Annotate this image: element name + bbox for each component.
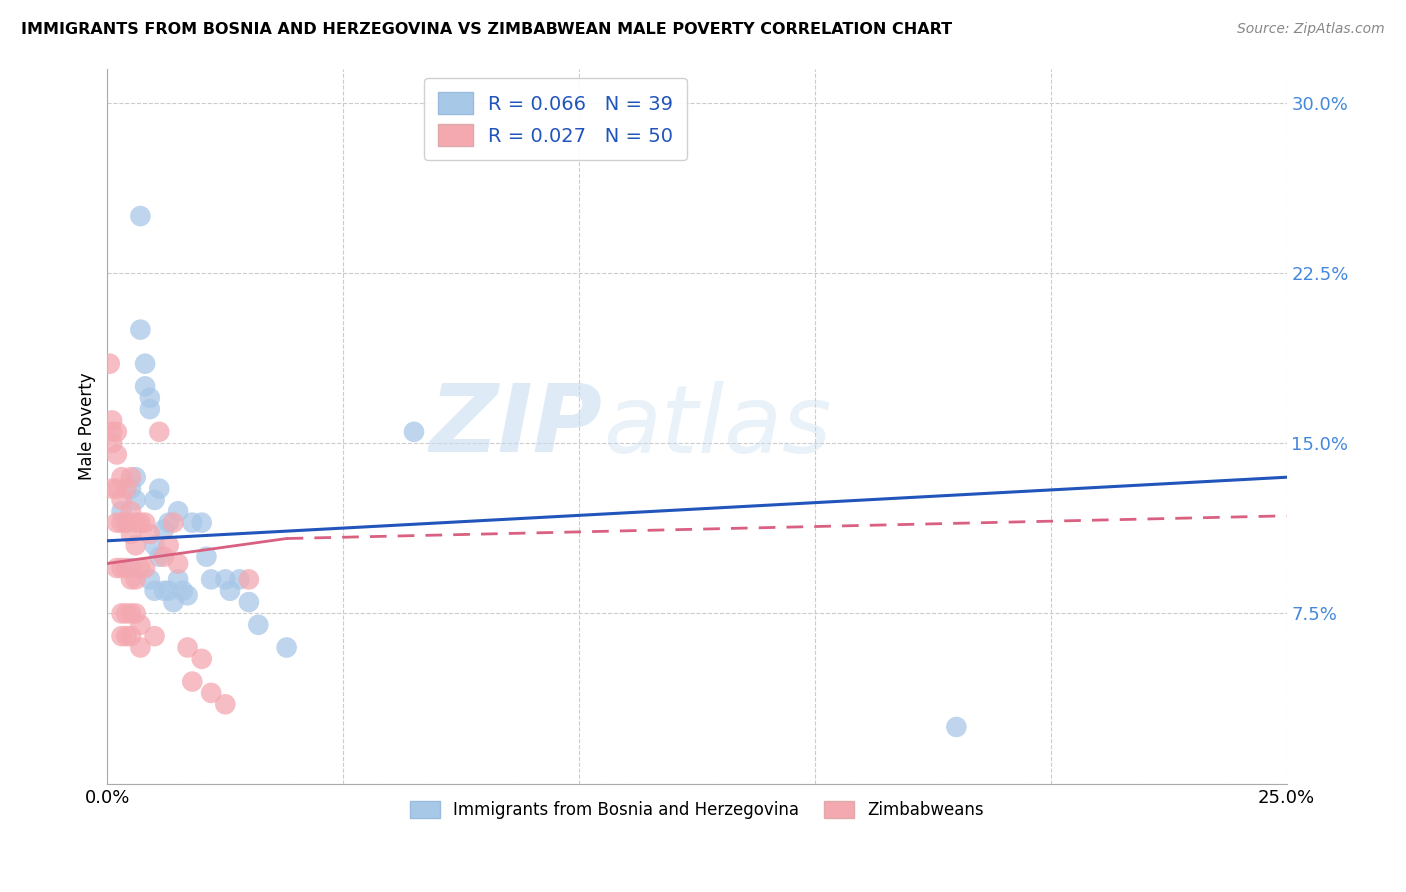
- Point: [115, 516, 138, 530]
- Point: [120, 629, 142, 643]
- Point: [200, 686, 222, 700]
- Point: [139, 527, 162, 541]
- Point: [125, 516, 148, 530]
- Point: [167, 573, 190, 587]
- Text: atlas: atlas: [603, 381, 831, 472]
- Point: [129, 209, 152, 223]
- Y-axis label: Male Poverty: Male Poverty: [79, 372, 96, 480]
- Point: [101, 482, 124, 496]
- Point: [238, 573, 260, 587]
- Point: [110, 629, 132, 643]
- Point: [115, 629, 138, 643]
- Point: [115, 516, 138, 530]
- Point: [139, 402, 162, 417]
- Point: [190, 652, 212, 666]
- Point: [402, 425, 425, 439]
- Point: [148, 425, 170, 439]
- Point: [101, 413, 124, 427]
- Point: [190, 516, 212, 530]
- Point: [139, 391, 162, 405]
- Point: [120, 482, 142, 496]
- Point: [125, 470, 148, 484]
- Point: [157, 583, 180, 598]
- Point: [120, 504, 142, 518]
- Point: [214, 698, 236, 712]
- Text: ZIP: ZIP: [430, 380, 603, 472]
- Point: [134, 561, 156, 575]
- Point: [134, 516, 156, 530]
- Point: [157, 516, 180, 530]
- Point: [110, 516, 132, 530]
- Point: [129, 516, 152, 530]
- Point: [214, 573, 236, 587]
- Point: [115, 607, 138, 621]
- Point: [153, 549, 176, 564]
- Point: [129, 640, 152, 655]
- Point: [228, 573, 250, 587]
- Point: [110, 470, 132, 484]
- Point: [105, 482, 128, 496]
- Point: [120, 607, 142, 621]
- Point: [115, 482, 138, 496]
- Point: [162, 516, 184, 530]
- Point: [120, 573, 142, 587]
- Point: [120, 527, 142, 541]
- Point: [120, 470, 142, 484]
- Point: [153, 523, 176, 537]
- Point: [181, 516, 204, 530]
- Point: [238, 595, 260, 609]
- Text: Source: ZipAtlas.com: Source: ZipAtlas.com: [1237, 22, 1385, 37]
- Point: [101, 436, 124, 450]
- Point: [105, 561, 128, 575]
- Point: [148, 482, 170, 496]
- Point: [110, 492, 132, 507]
- Point: [101, 425, 124, 439]
- Point: [143, 583, 166, 598]
- Point: [115, 561, 138, 575]
- Point: [181, 674, 204, 689]
- Point: [105, 425, 128, 439]
- Point: [945, 720, 967, 734]
- Point: [200, 573, 222, 587]
- Point: [247, 617, 270, 632]
- Point: [120, 561, 142, 575]
- Point: [125, 573, 148, 587]
- Point: [167, 504, 190, 518]
- Point: [125, 538, 148, 552]
- Point: [110, 607, 132, 621]
- Point: [110, 504, 132, 518]
- Point: [276, 640, 298, 655]
- Legend: Immigrants from Bosnia and Herzegovina, Zimbabweans: Immigrants from Bosnia and Herzegovina, …: [404, 794, 991, 825]
- Point: [143, 492, 166, 507]
- Point: [167, 557, 190, 571]
- Point: [129, 323, 152, 337]
- Point: [139, 573, 162, 587]
- Point: [105, 516, 128, 530]
- Point: [176, 588, 198, 602]
- Point: [172, 583, 194, 598]
- Point: [134, 357, 156, 371]
- Point: [129, 561, 152, 575]
- Point: [143, 629, 166, 643]
- Point: [134, 379, 156, 393]
- Point: [157, 538, 180, 552]
- Point: [162, 595, 184, 609]
- Point: [129, 617, 152, 632]
- Point: [125, 607, 148, 621]
- Point: [176, 640, 198, 655]
- Point: [110, 561, 132, 575]
- Point: [143, 538, 166, 552]
- Point: [125, 492, 148, 507]
- Text: IMMIGRANTS FROM BOSNIA AND HERZEGOVINA VS ZIMBABWEAN MALE POVERTY CORRELATION CH: IMMIGRANTS FROM BOSNIA AND HERZEGOVINA V…: [21, 22, 952, 37]
- Point: [98, 357, 121, 371]
- Point: [105, 448, 128, 462]
- Point: [148, 549, 170, 564]
- Point: [219, 583, 242, 598]
- Point: [153, 583, 176, 598]
- Point: [195, 549, 218, 564]
